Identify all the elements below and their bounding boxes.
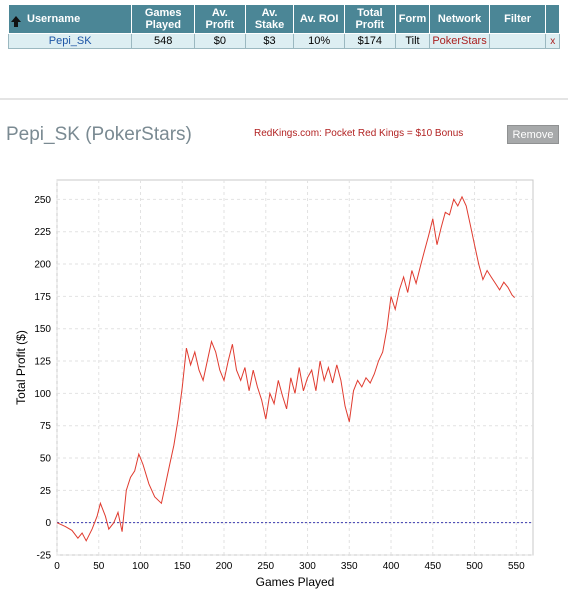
- x-tick-label: 0: [54, 561, 60, 572]
- column-header-form[interactable]: Form: [394, 4, 431, 34]
- column-label: Total Profit: [355, 7, 385, 31]
- promo-link[interactable]: RedKings.com: Pocket Red Kings = $10 Bon…: [254, 128, 464, 139]
- column-label: Network: [437, 13, 482, 25]
- column-label: Av. Stake: [254, 7, 285, 31]
- network-link[interactable]: PokerStars: [432, 35, 487, 47]
- table-header-row: Username Games Played Av. Profit Av. Stake A…: [7, 4, 560, 34]
- username-link[interactable]: Pepi_SK: [48, 35, 92, 47]
- column-label: Username: [27, 13, 81, 25]
- total-profit-cell: $174: [344, 33, 396, 49]
- remove-row-button[interactable]: x: [545, 33, 560, 49]
- y-tick-label: 175: [34, 292, 51, 303]
- network-cell: PokerStars: [429, 33, 490, 49]
- av-stake-cell: $3: [244, 33, 295, 49]
- y-tick-label: -25: [37, 551, 52, 562]
- x-tick-label: 200: [216, 561, 233, 572]
- y-tick-label: 0: [45, 518, 51, 529]
- y-tick-label: 50: [40, 454, 52, 465]
- column-header-remove: [545, 4, 560, 34]
- y-axis-label: Total Profit ($): [14, 330, 28, 405]
- y-tick-label: 200: [34, 260, 51, 271]
- column-header-av-roi[interactable]: Av. ROI: [293, 4, 345, 34]
- results-table: Username Games Played Av. Profit Av. Stake A…: [7, 4, 560, 49]
- column-header-username[interactable]: Username: [7, 4, 133, 34]
- column-label: Av. Profit: [205, 7, 235, 31]
- page-title: Pepi_SK (PokerStars): [6, 124, 192, 145]
- column-label: Form: [398, 13, 427, 25]
- x-tick-label: 350: [341, 561, 358, 572]
- av-profit-cell: $0: [194, 33, 246, 49]
- filter-cell[interactable]: [488, 33, 547, 49]
- x-tick-label: 400: [383, 561, 400, 572]
- x-tick-label: 300: [299, 561, 316, 572]
- column-header-total-profit[interactable]: Total Profit: [344, 4, 396, 34]
- column-header-network[interactable]: Network: [429, 4, 490, 34]
- profit-chart: 0 50 100 150 200 250 300 350 400 450 500 550-250255…: [14, 179, 534, 589]
- x-tick-label: 550: [508, 561, 525, 572]
- y-tick-label: 250: [34, 195, 51, 206]
- column-header-filter[interactable]: Filter: [488, 4, 547, 34]
- username-cell: Pepi_SK: [7, 33, 133, 49]
- y-tick-label: 25: [40, 486, 52, 497]
- x-tick-label: 500: [466, 561, 483, 572]
- sort-arrow-icon: [11, 16, 21, 28]
- column-label: Filter: [504, 13, 532, 25]
- profit-series-line: [56, 195, 515, 542]
- x-tick-label: 50: [93, 561, 105, 572]
- y-tick-label: 150: [34, 324, 51, 335]
- table-row: Pepi_SK 548 $0 $3 10% $174 Tilt PokerSta…: [7, 33, 560, 49]
- column-label: Games Played: [144, 7, 182, 31]
- games-played-cell: 548: [131, 33, 196, 49]
- x-axis-label: Games Played: [256, 575, 335, 589]
- remove-button[interactable]: Remove: [507, 125, 559, 144]
- divider: [0, 98, 568, 100]
- y-tick-label: 75: [40, 421, 52, 432]
- av-roi-cell: 10%: [293, 33, 345, 49]
- x-tick-label: 100: [132, 561, 149, 572]
- form-cell: Tilt: [394, 33, 431, 49]
- column-header-av-stake[interactable]: Av. Stake: [244, 4, 295, 34]
- x-tick-label: 150: [174, 561, 191, 572]
- x-tick-label: 250: [257, 561, 274, 572]
- y-tick-label: 100: [34, 389, 51, 400]
- column-label: Av. ROI: [299, 13, 339, 25]
- plot-area: [56, 179, 534, 556]
- column-header-av-profit[interactable]: Av. Profit: [194, 4, 246, 34]
- y-tick-label: 225: [34, 227, 51, 238]
- x-tick-label: 450: [424, 561, 441, 572]
- y-tick-label: 125: [34, 357, 51, 368]
- column-header-games-played[interactable]: Games Played: [131, 4, 196, 34]
